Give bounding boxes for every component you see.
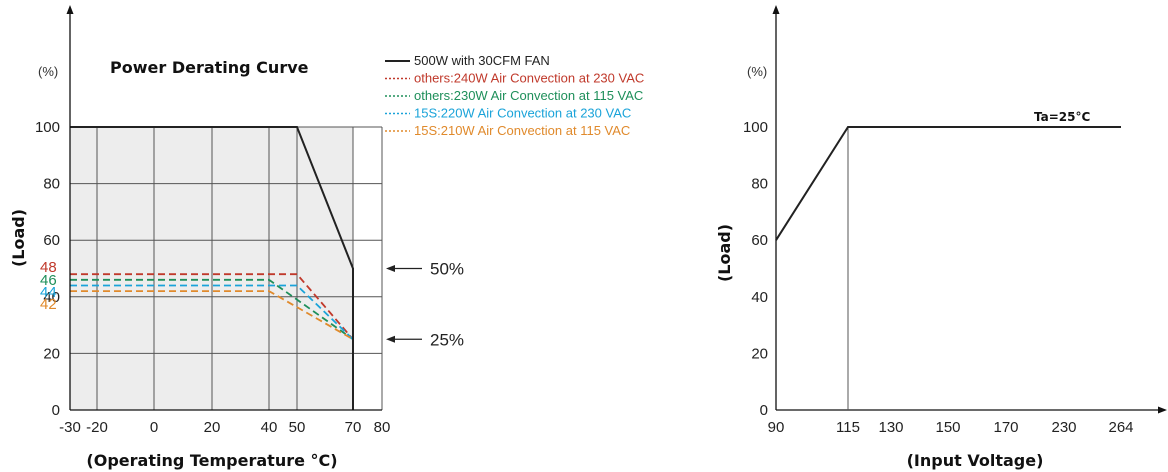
side-value-label: 46 [40,272,57,289]
side-value-label: 44 [40,284,57,301]
y-tick-label: 40 [43,289,60,306]
annotation-arrowhead [386,335,395,343]
y-axis-arrow [66,5,74,14]
x-axis-title: (Input Voltage) [907,451,1044,470]
x-tick-label: 80 [374,419,391,436]
chart-title: Power Derating Curve [110,58,309,77]
x-axis-title: (Operating Temperature °C) [86,451,337,470]
y-tick-label: 100 [35,119,60,136]
y-tick-label: 20 [43,345,60,362]
x-tick-label: 0 [150,419,158,436]
y-tick-label: 0 [52,402,60,419]
x-tick-label: 20 [204,419,221,436]
y-axis-title: (Load) [715,224,734,282]
series-line [70,126,354,410]
legend-label: 500W with 30CFM FAN [414,53,550,68]
y-unit-label: (%) [747,64,767,79]
y-unit-label: (%) [38,64,58,79]
x-tick-label: 40 [261,419,278,436]
legend-label: 15S:210W Air Convection at 115 VAC [414,123,630,138]
y-axis-title: (Load) [9,209,28,267]
series-line [70,284,354,410]
y-tick-label: 60 [751,232,768,249]
y-tick-label: 80 [43,176,60,193]
x-tick-label: 115 [836,419,860,436]
legend-label: others:240W Air Convection at 230 VAC [414,71,644,86]
input-voltage-derating-chart: 90 115 130 150 170 230 264 0 20 40 60 80 100 Ta=25°C… [715,5,1167,470]
side-value-label: 48 [40,259,57,276]
x-tick-label: 70 [345,419,362,436]
y-tick-label: 80 [751,176,768,193]
x-tick-label: -30 [59,419,81,436]
y-tick-label: 40 [751,289,768,306]
series-line [775,126,1121,241]
x-axis-arrow [1158,406,1167,414]
legend-label: others:230W Air Convection at 115 VAC [414,88,643,103]
series-line [70,278,354,410]
x-tick-label: 90 [768,419,785,436]
side-value-label: 42 [40,296,57,313]
annotation-arrowhead [386,265,395,272]
annotation-label: 50% [430,260,464,279]
y-tick-label: 20 [751,345,768,362]
ambient-temperature-label: Ta=25°C [1034,110,1090,124]
x-tick-label: 170 [993,419,1018,436]
x-tick-label: 150 [935,419,960,436]
legend-label: 15S:220W Air Convection at 230 VAC [414,106,631,121]
y-axis-arrow [772,5,780,14]
x-tick-label: -20 [86,419,108,436]
y-tick-label: 0 [760,402,768,419]
x-tick-label: 230 [1051,419,1076,436]
series-line [70,273,354,410]
x-tick-label: 50 [289,419,306,436]
x-tick-label: 130 [878,419,903,436]
annotation-label: 25% [430,330,464,349]
y-tick-label: 100 [743,119,768,136]
y-tick-label: 60 [43,232,60,249]
x-tick-label: 264 [1108,419,1133,436]
